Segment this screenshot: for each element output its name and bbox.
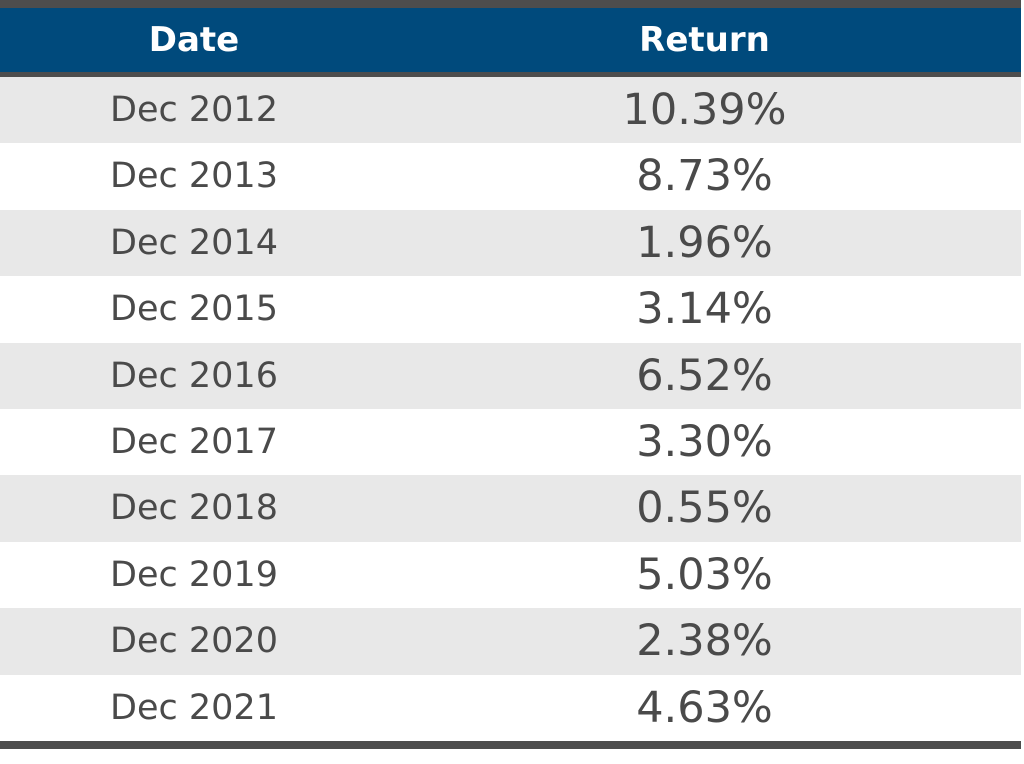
table-row: Dec 2012 10.39% bbox=[0, 77, 1021, 144]
table-body: Dec 2012 10.39% Dec 2013 8.73% Dec 2014 1.96%… bbox=[0, 77, 1021, 741]
return-cell: 1.96% bbox=[636, 217, 773, 268]
table-row: Dec 2017 3.30% bbox=[0, 409, 1021, 475]
table-row: Dec 2020 2.38% bbox=[0, 608, 1021, 675]
header-return: Return bbox=[639, 20, 770, 60]
table-row: Dec 2016 6.52% bbox=[0, 342, 1021, 409]
table-header: Date Return bbox=[0, 8, 1021, 72]
header-rule bbox=[0, 72, 1021, 77]
return-cell: 5.03% bbox=[636, 549, 773, 600]
return-cell: 3.30% bbox=[636, 416, 773, 467]
table-row: Dec 2019 5.03% bbox=[0, 542, 1021, 608]
top-rule bbox=[0, 0, 1021, 8]
date-cell: Dec 2018 bbox=[110, 488, 278, 529]
return-cell: 10.39% bbox=[622, 85, 787, 135]
return-cell: 8.73% bbox=[636, 151, 773, 202]
table-row: Dec 2013 8.73% bbox=[0, 143, 1021, 209]
date-cell: Dec 2016 bbox=[110, 355, 278, 396]
returns-table: Date Return Dec 2012 10.39% Dec 2013 8.73% D… bbox=[0, 0, 1021, 749]
date-cell: Dec 2013 bbox=[110, 156, 278, 197]
return-cell: 6.52% bbox=[636, 350, 773, 401]
date-cell: Dec 2017 bbox=[110, 421, 278, 462]
table-row: Dec 2018 0.55% bbox=[0, 475, 1021, 542]
date-cell: Dec 2021 bbox=[110, 687, 278, 728]
date-cell: Dec 2012 bbox=[110, 90, 278, 130]
table-row: Dec 2015 3.14% bbox=[0, 276, 1021, 342]
date-cell: Dec 2019 bbox=[110, 554, 278, 595]
date-cell: Dec 2020 bbox=[110, 621, 278, 662]
header-date: Date bbox=[148, 20, 240, 60]
return-cell: 3.14% bbox=[636, 284, 773, 335]
return-cell: 4.63% bbox=[636, 682, 773, 733]
bottom-rule bbox=[0, 740, 1021, 749]
date-cell: Dec 2015 bbox=[110, 289, 278, 330]
table-row: Dec 2014 1.96% bbox=[0, 209, 1021, 277]
date-cell: Dec 2014 bbox=[110, 222, 278, 263]
return-cell: 0.55% bbox=[636, 483, 773, 534]
table-row: Dec 2021 4.63% bbox=[0, 675, 1021, 741]
return-cell: 2.38% bbox=[636, 616, 773, 667]
